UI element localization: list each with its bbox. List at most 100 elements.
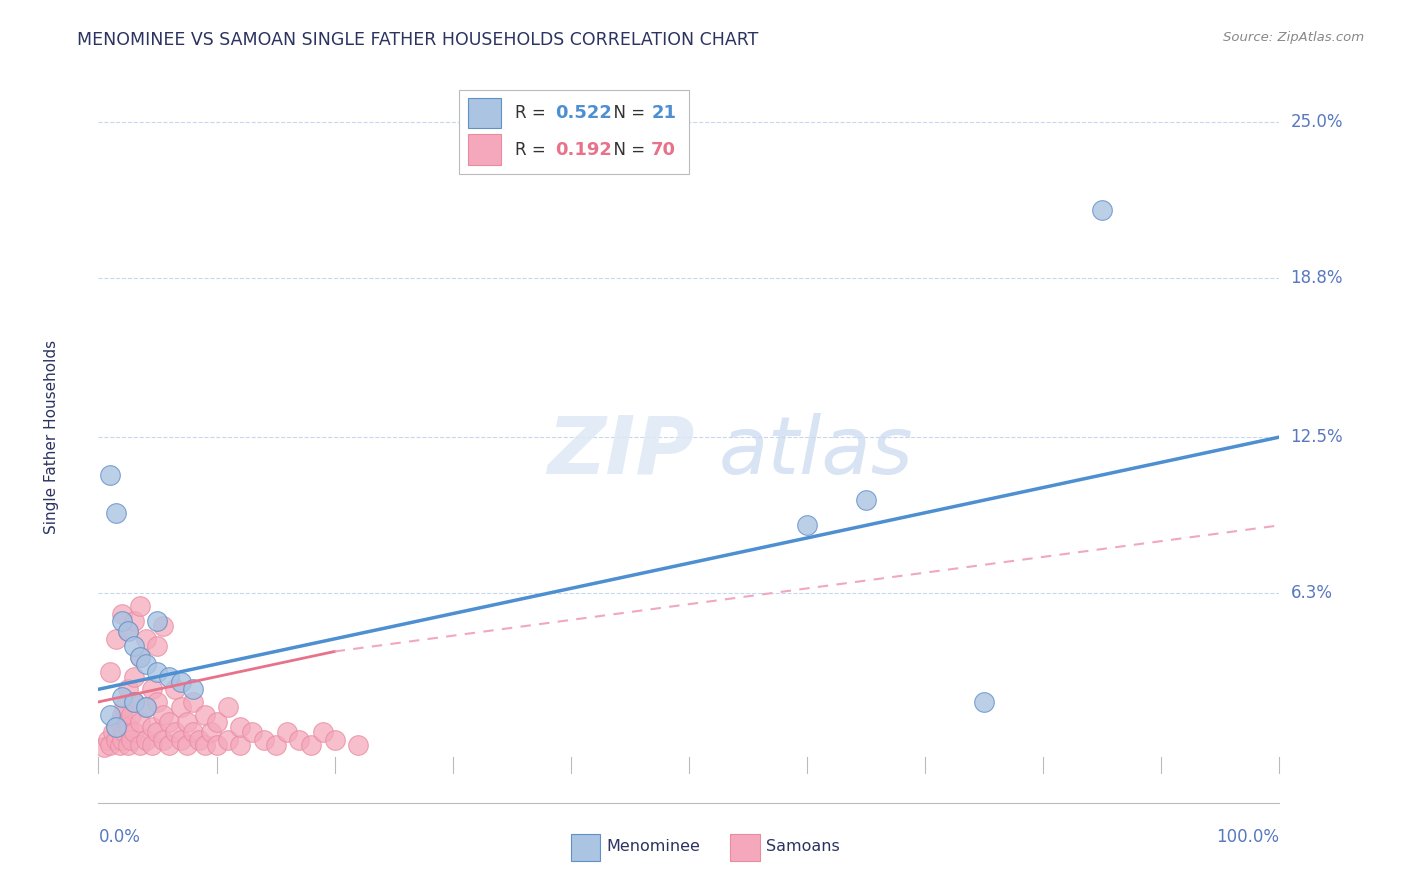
Point bbox=[200, 725, 222, 739]
Point bbox=[135, 732, 157, 747]
Point bbox=[312, 725, 335, 739]
Point bbox=[128, 599, 150, 613]
Point bbox=[152, 619, 174, 633]
Point bbox=[101, 725, 124, 739]
Point bbox=[98, 707, 121, 722]
Point bbox=[122, 614, 145, 628]
Point bbox=[128, 715, 150, 730]
Point bbox=[121, 732, 143, 747]
Point bbox=[141, 720, 163, 734]
Text: ZIP: ZIP bbox=[547, 413, 695, 491]
Point bbox=[181, 682, 204, 697]
Point bbox=[229, 720, 252, 734]
Point bbox=[194, 707, 217, 722]
Point bbox=[121, 707, 143, 722]
Point bbox=[323, 732, 346, 747]
Point bbox=[117, 624, 139, 639]
Text: Source: ZipAtlas.com: Source: ZipAtlas.com bbox=[1223, 31, 1364, 45]
Point bbox=[135, 632, 157, 646]
Point bbox=[98, 738, 121, 752]
Point bbox=[176, 738, 198, 752]
Point bbox=[105, 720, 128, 734]
Text: 0.522: 0.522 bbox=[555, 104, 613, 122]
Point bbox=[108, 715, 131, 730]
Point bbox=[122, 640, 145, 654]
Point bbox=[152, 707, 174, 722]
Point bbox=[264, 738, 287, 752]
Point bbox=[98, 467, 121, 482]
Point bbox=[229, 738, 252, 752]
Point bbox=[117, 738, 139, 752]
Point bbox=[146, 640, 169, 654]
Point bbox=[796, 518, 818, 533]
Point bbox=[97, 732, 120, 747]
Text: Menominee: Menominee bbox=[606, 839, 700, 855]
Point bbox=[170, 674, 193, 689]
Point bbox=[146, 695, 169, 709]
Point bbox=[135, 657, 157, 671]
FancyBboxPatch shape bbox=[458, 90, 689, 174]
Point bbox=[112, 700, 135, 714]
Text: 100.0%: 100.0% bbox=[1216, 829, 1279, 847]
Text: Samoans: Samoans bbox=[766, 839, 839, 855]
Point bbox=[105, 720, 128, 734]
Point bbox=[122, 695, 145, 709]
Point bbox=[194, 738, 217, 752]
Point bbox=[111, 614, 134, 628]
Point bbox=[157, 670, 180, 684]
Point bbox=[111, 707, 134, 722]
Point bbox=[276, 725, 298, 739]
Point bbox=[181, 695, 204, 709]
Text: R =: R = bbox=[516, 104, 551, 122]
Point bbox=[122, 670, 145, 684]
Point bbox=[170, 732, 193, 747]
Point bbox=[146, 665, 169, 679]
Point bbox=[146, 725, 169, 739]
Text: 25.0%: 25.0% bbox=[1291, 112, 1343, 131]
Point bbox=[165, 725, 187, 739]
Point bbox=[217, 700, 239, 714]
Point bbox=[170, 700, 193, 714]
Point bbox=[135, 700, 157, 714]
Point bbox=[187, 732, 209, 747]
Point bbox=[105, 506, 128, 520]
Text: MENOMINEE VS SAMOAN SINGLE FATHER HOUSEHOLDS CORRELATION CHART: MENOMINEE VS SAMOAN SINGLE FATHER HOUSEH… bbox=[77, 31, 759, 49]
Point bbox=[217, 732, 239, 747]
Point bbox=[973, 695, 995, 709]
Point bbox=[146, 614, 169, 628]
Text: 21: 21 bbox=[651, 104, 676, 122]
Point bbox=[176, 715, 198, 730]
Point bbox=[111, 607, 134, 621]
Point bbox=[117, 720, 139, 734]
Text: N =: N = bbox=[603, 104, 650, 122]
Text: R =: R = bbox=[516, 141, 551, 159]
Point bbox=[128, 738, 150, 752]
Point bbox=[152, 732, 174, 747]
Point bbox=[108, 738, 131, 752]
Bar bbox=[468, 135, 501, 165]
Bar bbox=[468, 98, 501, 128]
Text: 70: 70 bbox=[651, 141, 676, 159]
Point bbox=[117, 682, 139, 697]
Point bbox=[855, 493, 877, 508]
Text: N =: N = bbox=[603, 141, 650, 159]
Point bbox=[105, 732, 128, 747]
Point bbox=[141, 682, 163, 697]
Point bbox=[205, 738, 228, 752]
Point bbox=[105, 632, 128, 646]
Point bbox=[98, 665, 121, 679]
Bar bbox=[571, 833, 600, 862]
Point bbox=[111, 732, 134, 747]
Text: 0.192: 0.192 bbox=[555, 141, 613, 159]
Point bbox=[288, 732, 311, 747]
Point bbox=[157, 715, 180, 730]
Text: atlas: atlas bbox=[718, 413, 914, 491]
Text: 6.3%: 6.3% bbox=[1291, 584, 1333, 602]
Point bbox=[122, 695, 145, 709]
Text: Single Father Households: Single Father Households bbox=[44, 340, 59, 534]
Point bbox=[112, 725, 135, 739]
Point bbox=[141, 738, 163, 752]
Bar bbox=[730, 833, 759, 862]
Point bbox=[299, 738, 322, 752]
Point bbox=[93, 740, 115, 755]
